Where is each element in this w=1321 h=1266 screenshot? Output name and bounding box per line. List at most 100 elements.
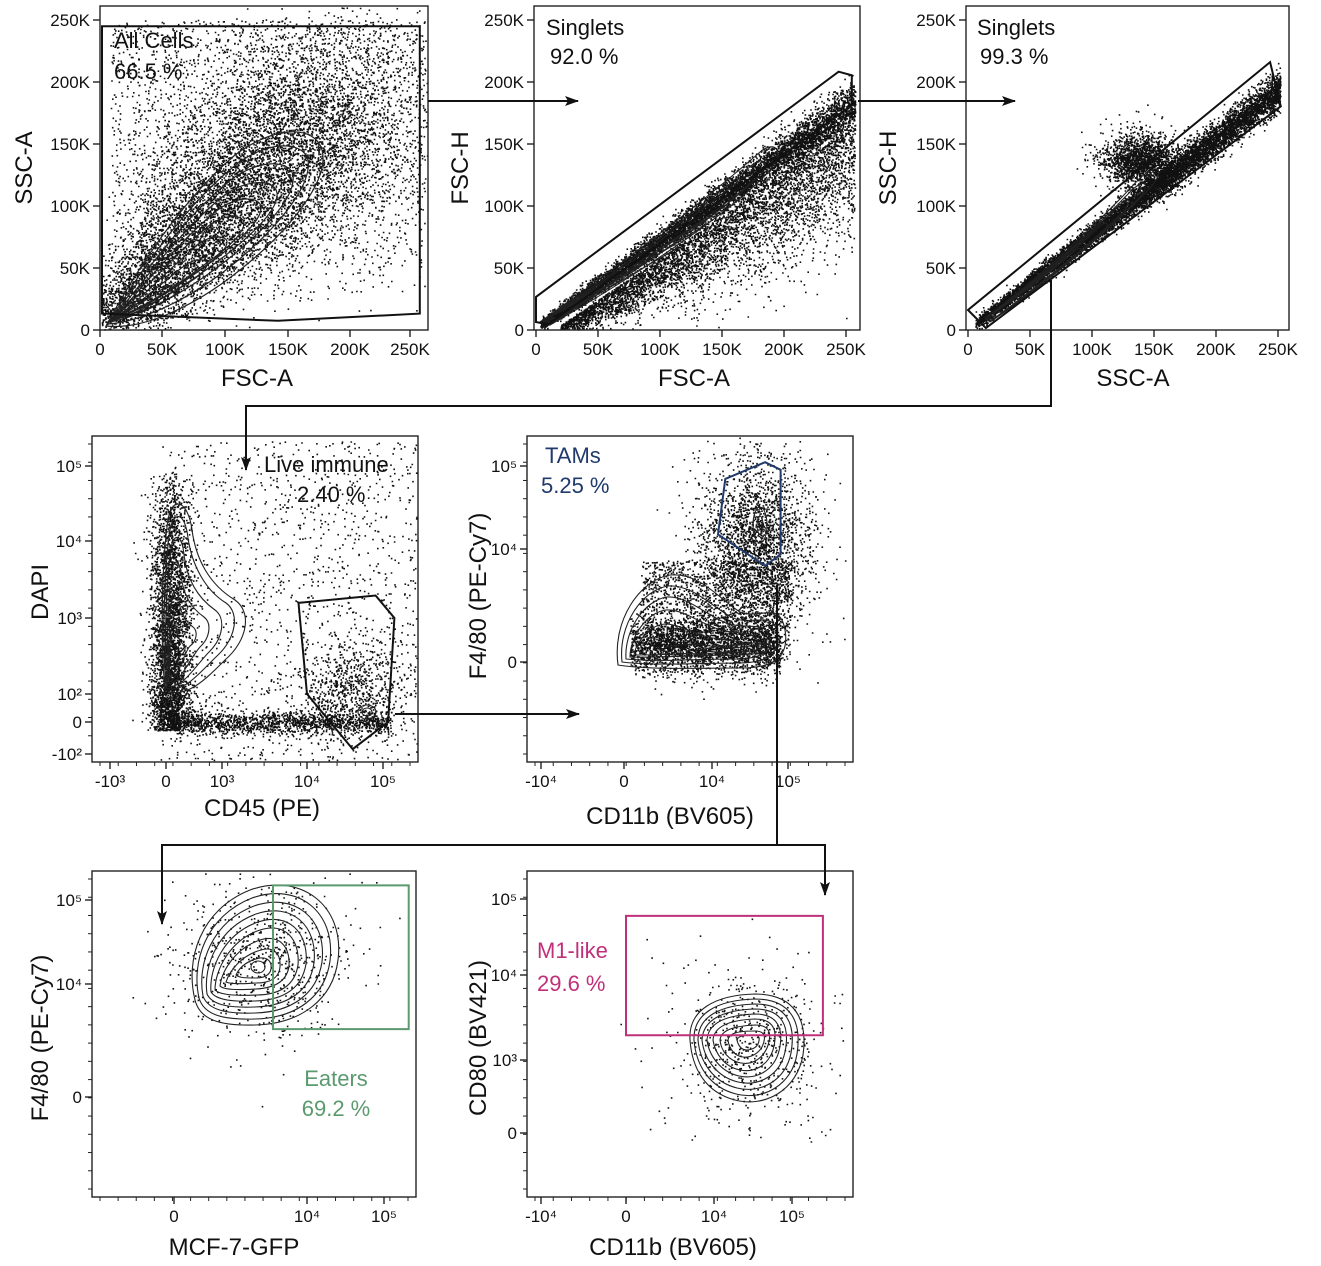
y-tick-label: 10³: [57, 609, 82, 628]
x-axis-label: FSC-A: [658, 365, 730, 392]
x-tick-label: 10⁴: [699, 772, 725, 791]
y-tick-label: 0: [515, 321, 524, 340]
x-tick-label: 0: [963, 340, 972, 359]
event-dots: [160, 441, 419, 762]
x-axis: 0 10⁴ 10⁵: [99, 1197, 409, 1226]
y-tick-label: 10⁵: [56, 457, 82, 476]
gate-label: TAMs: [545, 443, 601, 468]
gate-label: Singlets: [977, 15, 1055, 40]
event-dots: [266, 604, 418, 756]
plot-frame: [91, 870, 417, 1198]
plot-frame: [526, 870, 854, 1198]
density-contours: [984, 168, 1160, 323]
x-tick-label: 10⁴: [294, 1207, 320, 1226]
events-cloud: [630, 437, 847, 700]
y-tick-label: 10²: [57, 685, 82, 704]
x-tick-label: 10⁵: [779, 1207, 805, 1226]
y-tick-label: 0: [508, 653, 517, 672]
gate-percent: 69.2 %: [302, 1096, 371, 1121]
y-tick-label: 0: [73, 1088, 82, 1107]
event-dots: [132, 471, 204, 732]
y-tick-label: 100K: [50, 197, 90, 216]
event-dots: [540, 74, 857, 330]
panel-cd11b-cd80: M1-like 29.6 % -10⁴ 0 10⁴ 10⁵ 0 10³ 10⁴ 10⁵ CD…: [465, 870, 854, 1261]
x-tick-label: 250K: [1258, 340, 1298, 359]
y-tick-label: 250K: [50, 11, 90, 30]
y-axis: 0 10³ 10⁴ 10⁵: [491, 878, 527, 1190]
arrow-tams-to-eaters: [157, 844, 777, 925]
x-axis-label: CD11b (BV605): [586, 803, 754, 830]
y-tick-label: 250K: [484, 11, 524, 30]
panel-ssc-a-ssc-h: Singlets 99.3 % 0 50K 100K 150K 200K 250K 0 50…: [875, 5, 1299, 392]
gate-label: Singlets: [546, 15, 624, 40]
gate-percent: 66.5 %: [114, 59, 183, 84]
y-axis-label: CD80 (BV421): [465, 960, 492, 1116]
x-tick-label: 100K: [205, 340, 245, 359]
x-tick-label: 250K: [390, 340, 430, 359]
x-tick-label: 10⁵: [775, 772, 801, 791]
y-tick-label: 150K: [484, 135, 524, 154]
gate-label: M1-like: [537, 938, 608, 963]
events-cloud: [540, 74, 857, 331]
density-contours: [616, 506, 787, 669]
x-tick-label: 100K: [1072, 340, 1112, 359]
y-tick-label: 50K: [494, 259, 525, 278]
y-tick-label: 100K: [916, 197, 956, 216]
x-axis: 0 50K 100K 150K 200K 250K: [963, 330, 1299, 359]
gate-percent: 29.6 %: [537, 971, 606, 996]
y-axis-label: DAPI: [27, 564, 54, 620]
y-axis: 0 10⁴ 10⁵: [56, 878, 92, 1190]
event-dots: [560, 127, 857, 331]
gate-tams: [716, 461, 782, 567]
plot-frame: [99, 5, 429, 331]
x-tick-label: 150K: [268, 340, 308, 359]
x-axis: -10⁴ 0 10⁴ 10⁵: [525, 762, 846, 791]
y-axis: 0 50K 100K 150K 200K 250K: [916, 11, 966, 340]
density-contours: [105, 131, 324, 328]
x-axis-label: CD45 (PE): [204, 795, 320, 822]
x-tick-label: 10⁴: [701, 1207, 727, 1226]
y-tick-label: 0: [508, 1124, 517, 1143]
gate-percent: 99.3 %: [980, 44, 1049, 69]
y-tick-label: 10⁴: [56, 975, 82, 994]
gate-label: Live immune: [264, 452, 389, 477]
y-axis-label: SSC-H: [875, 131, 902, 206]
x-tick-label: 200K: [764, 340, 804, 359]
x-axis-label: CD11b (BV605): [589, 1234, 757, 1261]
gate-m1-like: [625, 914, 824, 1037]
y-tick-label: 10⁴: [56, 532, 82, 551]
y-tick-label: 200K: [484, 73, 524, 92]
x-tick-label: 250K: [826, 340, 866, 359]
y-tick-label: 150K: [916, 135, 956, 154]
y-tick-label: 200K: [916, 73, 956, 92]
x-tick-label: 150K: [1134, 340, 1174, 359]
y-tick-label: 10³: [492, 1051, 517, 1070]
x-tick-label: 0: [169, 1207, 178, 1226]
x-axis: 0 50K 100K 150K 200K 250K: [531, 330, 867, 359]
x-tick-label: 10³: [210, 772, 235, 791]
panel-fsc-a-fsc-h: Singlets 92.0 % 0 50K 100K 150K 200K 250K 0 50…: [447, 5, 867, 392]
plot-frame: [526, 435, 854, 763]
panel-cd45-dapi: Live immune 2.40 % -10³ 0 10³ 10⁴ 10⁵ -10² 0 1…: [27, 435, 419, 822]
y-axis-label: FSC-H: [447, 131, 474, 204]
y-axis: 0 10⁴ 10⁵: [491, 443, 527, 755]
plot-frame: [533, 5, 861, 331]
y-axis-label: F4/80 (PE-Cy7): [27, 955, 54, 1122]
events-cloud: [620, 918, 845, 1143]
x-tick-label: 0: [619, 772, 628, 791]
y-axis-label: F4/80 (PE-Cy7): [465, 513, 492, 680]
y-tick-label: 10⁴: [491, 966, 517, 985]
y-axis: 0 50K 100K 150K 200K 250K: [484, 11, 534, 340]
plot-frame: [91, 435, 419, 763]
event-dots: [640, 560, 792, 662]
y-tick-label: 10⁵: [56, 891, 82, 910]
y-axis-label: SSC-A: [11, 131, 38, 204]
x-tick-label: -10⁴: [525, 772, 557, 791]
y-tick-label: 150K: [50, 135, 90, 154]
gate-label: All Cells: [114, 28, 193, 53]
y-axis: -10² 0 10² 10³ 10⁴ 10⁵: [52, 443, 92, 764]
y-tick-label: 10⁵: [491, 890, 517, 909]
x-tick-label: 200K: [1196, 340, 1236, 359]
